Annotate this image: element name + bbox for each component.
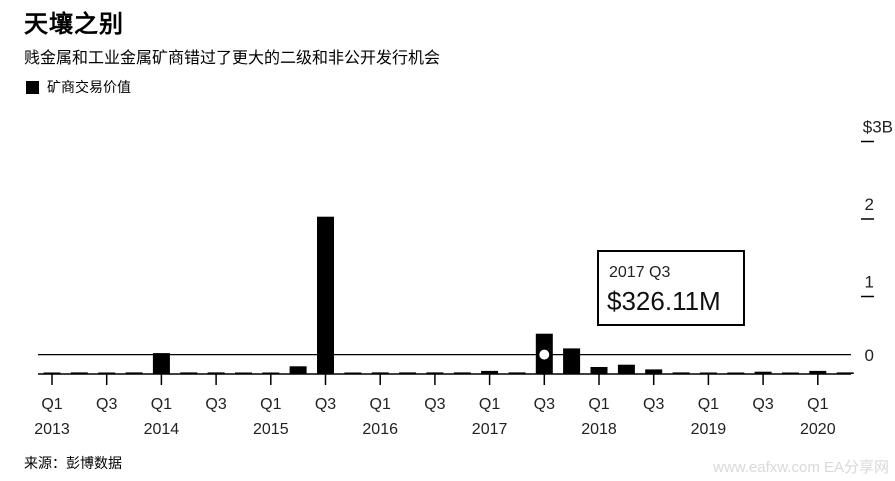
bar[interactable] — [836, 372, 854, 374]
legend: 矿商交易价值 — [26, 77, 131, 97]
chart-title: 天壤之别 — [24, 10, 124, 38]
x-tick-year-label: 2013 — [34, 421, 70, 438]
source-note: 来源：彭博数据 — [24, 456, 122, 472]
bar[interactable] — [371, 372, 389, 374]
x-tick-quarter-label: Q1 — [260, 396, 281, 413]
tooltip-value: $326.11M — [607, 286, 721, 316]
tooltip: 2017 Q3 $326.11M — [597, 250, 745, 326]
legend-label: 矿商交易价值 — [47, 80, 131, 96]
legend-swatch — [26, 80, 39, 94]
y-tick-label: 0 — [865, 346, 874, 365]
bar-series — [43, 216, 854, 375]
highlight-marker[interactable] — [537, 347, 552, 362]
bar[interactable] — [481, 370, 499, 374]
bar[interactable] — [289, 366, 307, 375]
bar[interactable] — [590, 367, 608, 374]
x-tick-quarter-label: Q3 — [315, 396, 336, 413]
x-tick-quarter-label: Q3 — [96, 396, 117, 413]
bar[interactable] — [617, 364, 635, 374]
bar[interactable] — [399, 372, 417, 374]
bar[interactable] — [645, 369, 663, 374]
bar[interactable] — [563, 348, 581, 374]
x-tick-year-label: 2019 — [691, 421, 727, 438]
x-tick-quarter-label: Q3 — [643, 396, 664, 413]
x-tick-quarter-label: Q1 — [41, 396, 62, 413]
bar[interactable] — [180, 372, 198, 374]
chart-subtitle: 贱金属和工业金属矿商错过了更大的二级和非公开发行机会 — [24, 48, 441, 67]
bar[interactable] — [672, 372, 690, 374]
x-tick-year-label: 2017 — [472, 421, 508, 438]
bar[interactable] — [70, 372, 88, 374]
tooltip-period: 2017 Q3 — [609, 264, 670, 281]
x-tick-quarter-label: Q3 — [205, 396, 226, 413]
x-tick-quarter-label: Q3 — [534, 396, 555, 413]
y-tick-label: 2 — [865, 195, 874, 214]
x-tick-quarter-label: Q1 — [370, 396, 391, 413]
x-tick-quarter-label: Q3 — [752, 396, 773, 413]
x-axis: Q1 2013 Q3 Q1 2014 Q3 Q1 2015 Q3 Q1 2016 Q3 Q1 2017 Q3… — [34, 374, 836, 438]
x-tick-year-label: 2015 — [253, 421, 289, 438]
x-tick-quarter-label: Q1 — [479, 396, 500, 413]
tooltip-box — [597, 250, 745, 326]
bar[interactable] — [317, 216, 334, 374]
y-axis: $3B 2 1 0 — [861, 118, 893, 365]
x-tick-quarter-label: Q3 — [424, 396, 445, 413]
bar[interactable] — [125, 372, 143, 374]
bar[interactable] — [207, 372, 225, 374]
y-tick-label: $3B — [863, 118, 893, 137]
bar[interactable] — [508, 372, 526, 374]
bar[interactable] — [453, 372, 471, 374]
x-tick-year-label: 2020 — [800, 421, 836, 438]
x-tick-year-label: 2016 — [362, 421, 398, 438]
bar[interactable] — [809, 370, 827, 374]
x-tick-quarter-label: Q1 — [588, 396, 609, 413]
x-tick-year-label: 2018 — [581, 421, 617, 438]
y-tick-label: 1 — [865, 273, 874, 292]
x-tick-year-label: 2014 — [144, 421, 180, 438]
bar[interactable] — [426, 372, 444, 374]
x-tick-quarter-label: Q1 — [807, 396, 828, 413]
bar[interactable] — [754, 371, 772, 374]
bar[interactable] — [152, 353, 170, 374]
x-tick-quarter-label: Q1 — [151, 396, 172, 413]
x-tick-quarter-label: Q1 — [698, 396, 719, 413]
watermark: www.eafxw.com EA分享网 — [713, 459, 889, 476]
